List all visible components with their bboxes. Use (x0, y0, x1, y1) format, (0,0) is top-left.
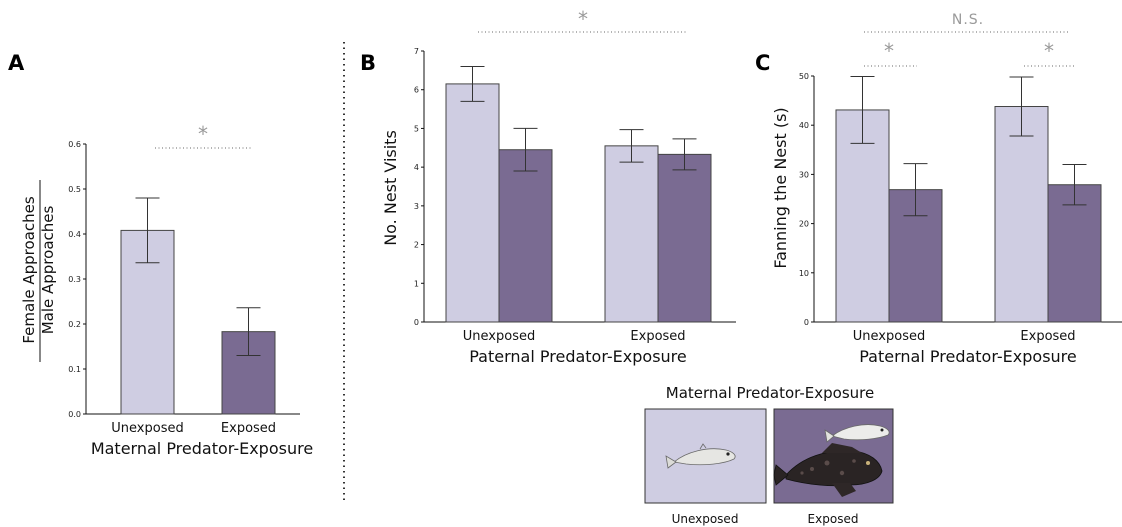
panel-a-y-tick-label: 0.4 (68, 230, 81, 239)
panel-b-x-tick-label: Unexposed (463, 329, 535, 344)
stickleback-fish-icon (665, 443, 736, 469)
panel-a-y-tick-label: 0.0 (68, 410, 81, 419)
panel-b-y-tick-label: 1 (414, 279, 419, 288)
sculpin-predator-icon (773, 443, 883, 497)
panel-b-bar (657, 153, 712, 323)
panel-c-x-tick-label: Unexposed (853, 329, 925, 344)
panel-c-x-tick-label: Exposed (1020, 329, 1075, 344)
panel-b-y-tick-label: 0 (414, 318, 419, 327)
legend-title: Maternal Predator-Exposure (666, 384, 874, 402)
panel-a-ylabel-bottom: Male Approaches (39, 206, 57, 335)
panel-c-y-tick-label: 30 (799, 170, 809, 179)
panel-c-bar (835, 109, 890, 323)
panel-a-x-tick-label: Exposed (221, 421, 276, 436)
panel-b-y-tick-label: 5 (414, 124, 419, 133)
panel-b-chart: 0 1 2 3 4 5 6 7 Unexposed Exposed (414, 31, 736, 344)
panel-b-y-tick-label: 6 (414, 86, 419, 95)
panel-b-y-tick-label: 3 (414, 202, 419, 211)
panel-a-y-tick-label: 0.2 (68, 320, 81, 329)
panel-c-bar (1047, 184, 1102, 323)
panel-c-significance-unexposed: * (884, 39, 894, 63)
panel-c-y-tick-label: 50 (799, 72, 809, 81)
panel-letter-b: B (360, 51, 376, 75)
panel-b-y-tick-label: 7 (414, 47, 419, 56)
panel-c-y-tick-label: 10 (799, 269, 809, 278)
panel-a-y-tick-label: 0.6 (68, 140, 81, 149)
panel-a-y-tick-label: 0.3 (68, 275, 81, 284)
panel-b-significance: * (578, 7, 588, 31)
panel-c-significance-top: N.S. (952, 12, 984, 28)
panel-c-y-tick-label: 20 (799, 220, 809, 229)
legend-label-exposed: Exposed (808, 512, 859, 526)
panel-c-xlabel: Paternal Predator-Exposure (859, 347, 1076, 366)
panel-a-xlabel: Maternal Predator-Exposure (91, 439, 313, 458)
panel-a-y-tick-label: 0.5 (68, 185, 81, 194)
panel-a-ylabel-top: Female Approaches (20, 196, 38, 343)
panel-b-xlabel: Paternal Predator-Exposure (469, 347, 686, 366)
panel-c-bar (994, 106, 1049, 323)
panel-b-x-tick-label: Exposed (630, 329, 685, 344)
panel-b-ylabel: No. Nest Visits (381, 130, 400, 246)
legend-label-unexposed: Unexposed (672, 512, 739, 526)
panel-c-ylabel: Fanning the Nest (s) (771, 107, 790, 268)
panel-a-x-tick-label: Unexposed (111, 421, 183, 436)
panel-c-y-tick-label: 0 (804, 318, 809, 327)
panel-a-chart: 0.0 0.1 0.2 0.3 0.4 0.5 0.6 Unexposed Exposed (68, 140, 300, 436)
panel-letter-a: A (8, 51, 25, 75)
panel-b-y-tick-label: 2 (414, 241, 419, 250)
panel-c-chart: 0 10 20 30 40 50 Unexposed Exposed (799, 31, 1122, 344)
panel-c-y-tick-label: 40 (799, 121, 809, 130)
panel-b-bar (604, 145, 659, 323)
panel-b-bar (498, 149, 553, 323)
panel-a-significance: * (198, 122, 208, 146)
panel-letter-c: C (755, 51, 770, 75)
panel-c-significance-exposed: * (1044, 39, 1054, 63)
panel-b-y-tick-label: 4 (414, 163, 419, 172)
stickleback-fish-icon (824, 424, 890, 443)
panel-a-y-tick-label: 0.1 (68, 365, 81, 374)
panel-b-bar (445, 83, 500, 323)
